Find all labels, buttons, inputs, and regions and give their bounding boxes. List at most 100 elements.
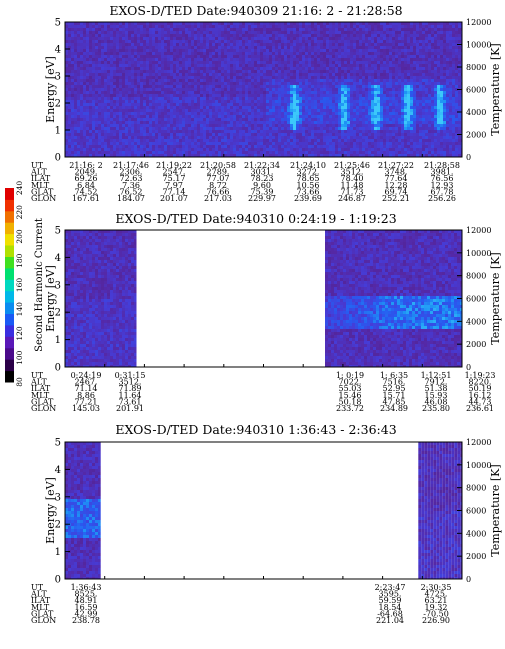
temperature-axis-label: Temperature [K] — [489, 43, 502, 135]
orbit-cell: 7.97 — [165, 181, 183, 190]
orbit-row-label: UT — [31, 371, 44, 380]
colorbar: 80 100 120 140 160 180 200 220 240 Second Harmoni… — [5, 181, 45, 387]
orbit-cell: 184.07 — [117, 194, 145, 203]
orbit-cell: 21:19:22 — [156, 161, 192, 170]
orbit-cell: 74.52 — [75, 187, 98, 196]
orbit-cell: 76.66 — [207, 187, 230, 196]
orbit-cell: 78.65 — [297, 174, 320, 183]
colorbar-swatch — [5, 290, 14, 303]
temperature-tick-label: 6000 — [466, 295, 486, 304]
orbit-cell: 19.32 — [425, 603, 448, 612]
orbit-cell: 78.23 — [251, 174, 274, 183]
energy-tick-label: 3 — [55, 72, 61, 83]
orbit-cell: 256.26 — [428, 194, 456, 203]
temperature-tick-label: 0 — [466, 575, 471, 584]
energy-tick-label: 5 — [55, 438, 61, 449]
orbit-cell: 48.91 — [75, 596, 98, 605]
orbit-cell: 16.12 — [469, 391, 492, 400]
colorbar-swatch — [5, 267, 14, 280]
orbit-cell: 8220. — [469, 378, 492, 387]
orbit-row-label: ALT — [30, 590, 47, 599]
temperature-axis-label: Temperature [K] — [489, 252, 502, 344]
energy-tick-label: 2 — [55, 99, 61, 110]
temperature-tick-label: 0 — [466, 363, 471, 372]
orbit-cell: 1:36:43 — [71, 583, 102, 592]
orbit-cell: 15.46 — [339, 391, 362, 400]
orbit-cell: 1: 6:35 — [380, 371, 408, 380]
colorbar-tick-label: 220 — [15, 205, 24, 220]
orbit-cell: 55.03 — [339, 384, 362, 393]
orbit-cell: 0:31:15 — [115, 371, 146, 380]
orbit-row-label: UT — [31, 583, 44, 592]
orbit-cell: 3595. — [379, 590, 402, 599]
orbit-cell: 67.78 — [431, 187, 454, 196]
colorbar-tick-label: 120 — [15, 326, 24, 341]
orbit-cell: 21:17:46 — [113, 161, 149, 170]
orbit-cell: 2:23:47 — [375, 583, 406, 592]
orbit-cell: 2306. — [120, 168, 143, 177]
temperature-tick-label: 4000 — [466, 529, 486, 538]
energy-tick-label: 0 — [55, 575, 61, 586]
colorbar-swatch — [5, 256, 14, 269]
colorbar-swatch — [5, 188, 14, 200]
orbit-cell: 233.72 — [336, 404, 364, 413]
temperature-tick-label: 8000 — [466, 484, 486, 493]
spectrogram-panel-1: EXOS-D/TED Date:940309 21:16: 2 - 21:28:… — [30, 3, 502, 203]
colorbar-swatch — [5, 336, 14, 349]
orbit-cell: 78.40 — [341, 174, 364, 183]
temperature-tick-label: 2000 — [466, 131, 486, 140]
orbit-cell: 1: 0:19 — [336, 371, 364, 380]
orbit-cell: 3748. — [385, 168, 408, 177]
energy-tick-label: 4 — [55, 465, 61, 476]
orbit-cell: 21:25:46 — [334, 161, 370, 170]
orbit-cell: 201.07 — [160, 194, 188, 203]
orbit-cell: 226.90 — [422, 616, 450, 625]
orbit-cell: 76.56 — [431, 174, 454, 183]
temperature-tick-label: 8000 — [466, 272, 486, 281]
orbit-cell: 8525. — [75, 590, 98, 599]
orbit-cell: 72.63 — [120, 174, 143, 183]
colorbar-swatch — [5, 370, 14, 383]
temperature-tick-label: 0 — [466, 153, 471, 162]
orbit-cell: 1:12:51 — [421, 371, 452, 380]
orbit-cell: 8.86 — [77, 391, 95, 400]
temperature-tick-label: 12000 — [466, 226, 491, 235]
orbit-cell: 12.93 — [431, 181, 454, 190]
orbit-cell: 8.72 — [209, 181, 227, 190]
temperature-axis-label: Temperature [K] — [489, 464, 502, 556]
orbit-row-label: ALT — [30, 378, 47, 387]
energy-tick-label: 1 — [55, 335, 61, 346]
orbit-cell: 11.64 — [119, 391, 142, 400]
orbit-cell: 235.80 — [422, 404, 450, 413]
orbit-cell: 77.21 — [75, 397, 98, 406]
orbit-row-label: MLT — [31, 391, 50, 400]
orbit-cell: 21:28:58 — [424, 161, 460, 170]
orbit-row-label: ILAT — [31, 384, 51, 393]
orbit-cell: 63.21 — [425, 596, 448, 605]
orbit-row-label: MLT — [31, 181, 50, 190]
temperature-tick-label: 2000 — [466, 340, 486, 349]
energy-tick-label: 5 — [55, 226, 61, 237]
orbit-cell: 9.60 — [253, 181, 271, 190]
orbit-cell: 229.97 — [248, 194, 276, 203]
orbit-cell: 47.85 — [383, 397, 406, 406]
orbit-cell: 21:24:10 — [290, 161, 326, 170]
orbit-cell: 167.61 — [72, 194, 100, 203]
orbit-cell: 2467. — [75, 378, 98, 387]
orbit-cell: 75.39 — [251, 187, 274, 196]
orbit-cell: 239.69 — [294, 194, 322, 203]
orbit-row-label: ILAT — [31, 174, 51, 183]
orbit-cell: 7.36 — [122, 181, 140, 190]
colorbar-swatch — [5, 199, 14, 212]
orbit-cell: 71.73 — [341, 187, 364, 196]
temperature-tick-label: 10000 — [466, 249, 491, 258]
heatmap-cells — [65, 230, 462, 367]
orbit-cell: 3272. — [297, 168, 320, 177]
orbit-cell: -70.50 — [423, 609, 449, 618]
orbit-cell: 77.07 — [207, 174, 230, 183]
colorbar-tick-label: 80 — [15, 377, 24, 387]
orbit-cell: 217.03 — [204, 194, 232, 203]
colorbar-tick-label: 160 — [15, 278, 24, 293]
temperature-tick-label: 8000 — [466, 63, 486, 72]
